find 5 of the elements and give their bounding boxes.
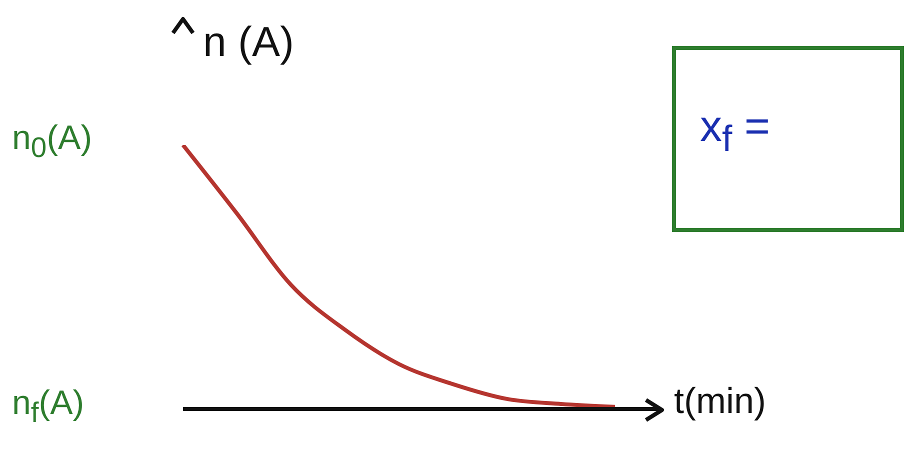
y-axis-title: n (A) [203, 18, 294, 65]
text: n$_{f}$(A) [12, 384, 84, 429]
text: n$_{0}$(A) [12, 119, 92, 164]
text: x$_{f}$ = [700, 102, 770, 159]
x-axis-title: t(min) [674, 380, 766, 421]
